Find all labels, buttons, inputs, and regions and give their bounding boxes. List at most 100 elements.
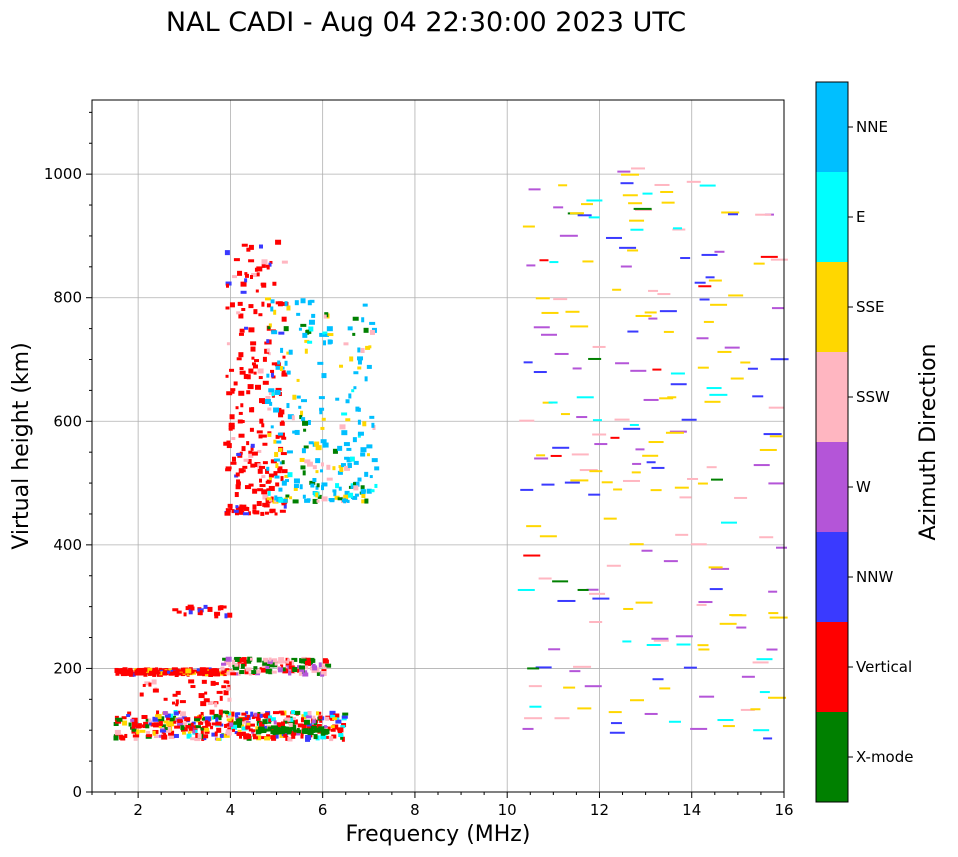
echo-point-w — [254, 672, 260, 676]
echo-point-nne — [273, 407, 280, 413]
echo-point-e — [529, 705, 542, 708]
echo-point-nnw — [250, 711, 254, 717]
echo-point-w — [776, 546, 788, 549]
echo-point-vertical — [265, 264, 270, 268]
echo-point-vertical — [148, 682, 152, 687]
echo-point-sse — [542, 401, 553, 404]
echo-point-ssw — [589, 621, 603, 624]
echo-point-ssw — [225, 686, 230, 691]
echo-point-x-mode — [309, 728, 313, 734]
echo-point-nnw — [752, 395, 764, 398]
echo-point-vertical — [269, 508, 276, 513]
echo-point-x-mode — [310, 657, 315, 663]
colorbar-segment-w — [816, 442, 848, 532]
echo-point-x-mode — [303, 728, 309, 734]
echo-point-vertical — [270, 735, 277, 740]
plot-background — [92, 100, 784, 792]
echo-point-nne — [274, 389, 281, 395]
echo-point-nnw — [701, 253, 718, 256]
echo-point-vertical — [266, 734, 271, 738]
echo-point-nne — [360, 452, 366, 457]
echo-point-nne — [352, 495, 358, 500]
echo-point-x-mode — [180, 725, 185, 731]
echo-point-vertical — [241, 420, 245, 424]
echo-point-nnw — [196, 668, 200, 672]
colorbar-segment-nne — [816, 82, 848, 172]
echo-point-vertical — [304, 726, 311, 730]
echo-point-vertical — [238, 352, 244, 358]
echo-point-x-mode — [302, 729, 306, 734]
echo-point-vertical — [241, 243, 248, 247]
echo-point-x-mode — [236, 718, 243, 722]
echo-point-vertical — [240, 403, 244, 408]
echo-point-vertical — [252, 504, 257, 510]
echo-point-nnw — [564, 481, 580, 484]
echo-point-nne — [321, 485, 325, 491]
echo-point-sse — [629, 219, 645, 222]
echo-point-e — [676, 643, 691, 646]
echo-point-x-mode — [253, 666, 258, 671]
echo-point-vertical — [523, 554, 541, 557]
echo-point-sse — [304, 339, 310, 343]
echo-point-nne — [344, 456, 350, 460]
echo-point-vertical — [212, 682, 219, 686]
echo-point-x-mode — [234, 656, 241, 662]
echo-point-nne — [364, 376, 368, 382]
echo-point-sse — [362, 421, 367, 427]
echo-point-vertical — [277, 468, 282, 474]
echo-point-ssw — [234, 663, 239, 667]
echo-point-ssw — [146, 731, 151, 735]
echo-point-x-mode — [246, 659, 252, 664]
echo-point-w — [572, 367, 582, 370]
echo-point-vertical — [142, 725, 147, 729]
echo-point-vertical — [120, 671, 127, 677]
echo-point-vertical — [227, 612, 233, 618]
echo-point-vertical — [158, 720, 163, 726]
echo-point-e — [336, 716, 340, 720]
echo-point-sse — [185, 668, 192, 674]
echo-point-w — [663, 560, 678, 563]
echo-point-sse — [268, 477, 272, 481]
echo-point-w — [648, 317, 658, 320]
echo-point-nnw — [242, 512, 249, 516]
echo-point-w — [569, 670, 581, 673]
echo-point-nnw — [306, 723, 312, 727]
echo-point-x-mode — [316, 483, 320, 488]
echo-point-nnw — [646, 461, 656, 464]
echo-point-sse — [769, 435, 783, 438]
echo-point-ssw — [770, 258, 788, 261]
echo-point-vertical — [225, 374, 229, 378]
echo-point-ssw — [344, 465, 351, 471]
y-tick-label: 200 — [53, 659, 82, 677]
echo-point-x-mode — [294, 710, 301, 715]
echo-point-vertical — [260, 667, 267, 673]
echo-point-ssw — [265, 395, 271, 399]
echo-point-nnw — [167, 670, 171, 674]
echo-point-nne — [308, 441, 314, 445]
echo-point-vertical — [252, 736, 258, 740]
echo-point-vertical — [278, 710, 284, 714]
echo-point-x-mode — [337, 497, 343, 501]
echo-point-x-mode — [577, 588, 589, 591]
echo-point-vertical — [250, 341, 257, 346]
echo-point-vertical — [226, 680, 230, 684]
echo-point-e — [268, 715, 273, 719]
echo-point-x-mode — [303, 428, 307, 432]
echo-point-sse — [278, 448, 283, 453]
echo-point-e — [351, 389, 355, 393]
echo-point-sse — [541, 311, 559, 314]
echo-point-vertical — [281, 316, 287, 322]
echo-point-ssw — [305, 665, 309, 670]
echo-point-nne — [353, 481, 360, 487]
echo-point-x-mode — [265, 668, 272, 674]
echo-point-sse — [582, 260, 594, 263]
echo-point-nnw — [541, 483, 555, 486]
echo-point-vertical — [172, 693, 178, 697]
echo-point-vertical — [162, 672, 169, 676]
echo-point-x-mode — [710, 478, 723, 481]
echo-point-e — [287, 472, 293, 478]
echo-point-w — [311, 719, 316, 724]
echo-point-vertical — [242, 465, 248, 469]
echo-point-ssw — [353, 485, 359, 491]
echo-point-vertical — [250, 463, 256, 468]
